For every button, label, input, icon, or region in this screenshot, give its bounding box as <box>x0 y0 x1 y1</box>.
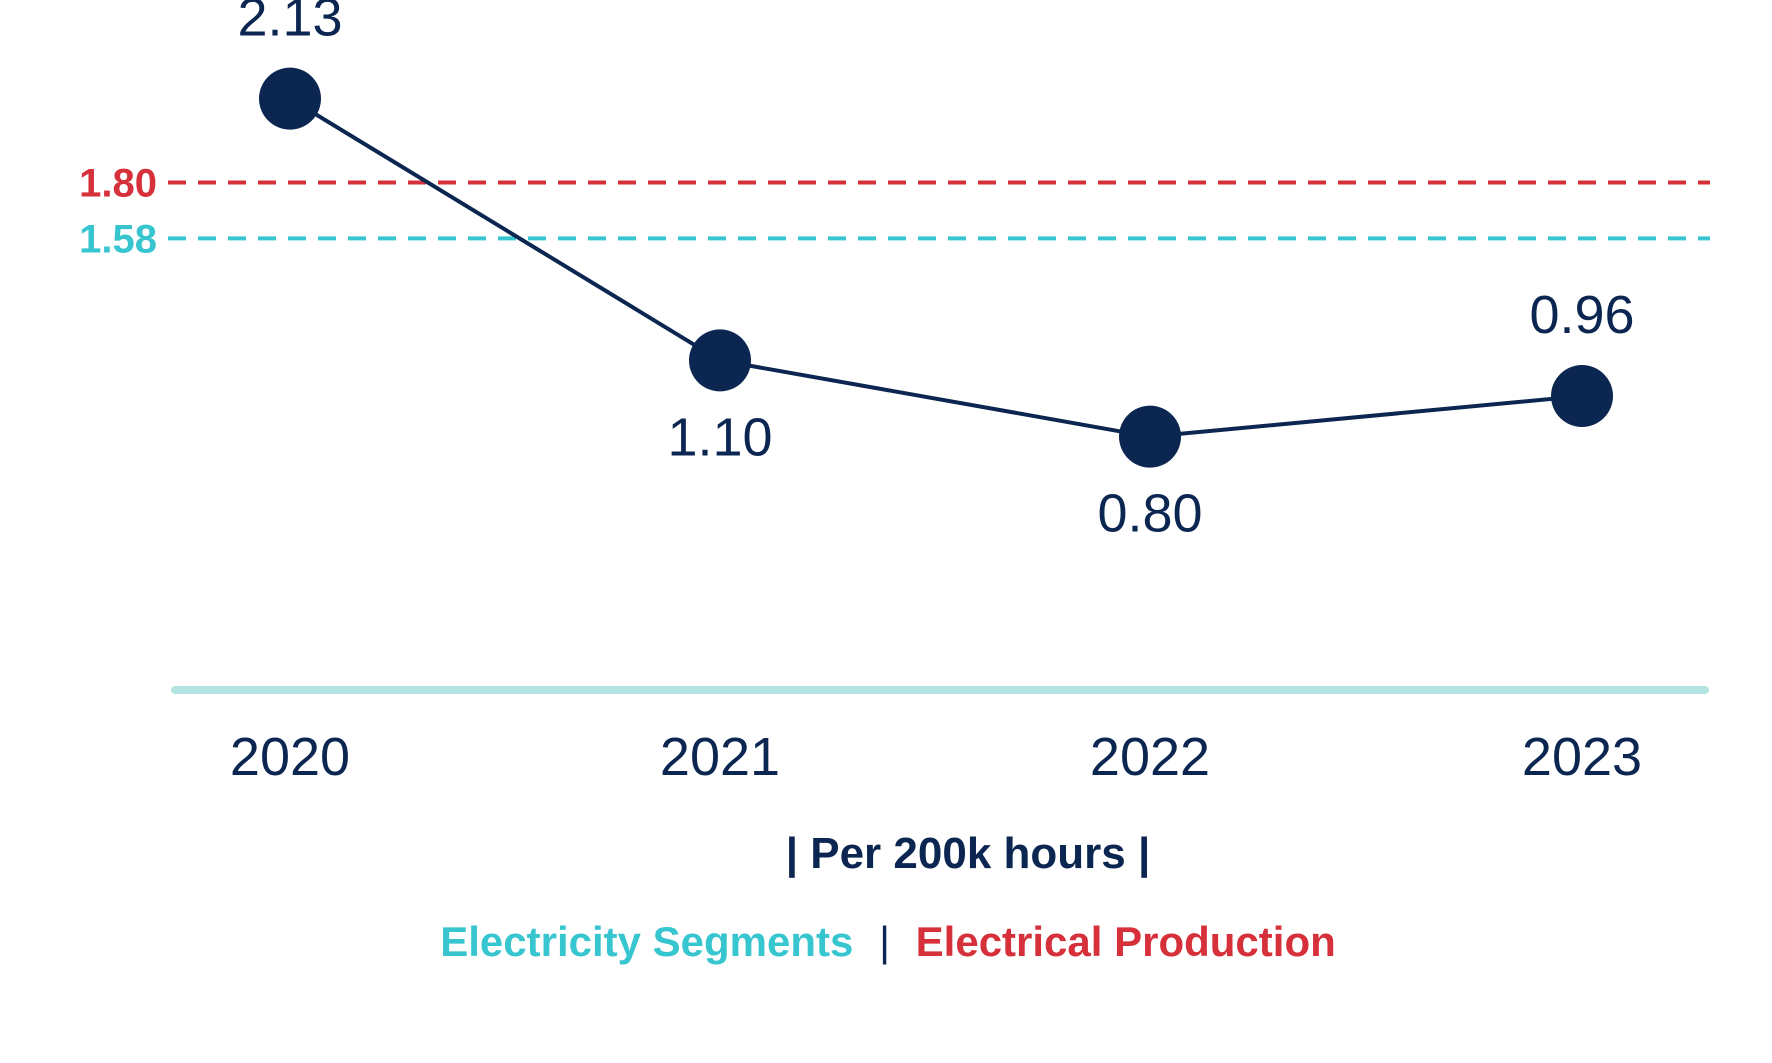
series-markers <box>259 67 1613 468</box>
data-point-2021 <box>689 329 751 392</box>
data-point-2020 <box>259 67 321 130</box>
legend-separator: | <box>879 918 890 965</box>
x-tick-label-2023: 2023 <box>1522 727 1642 787</box>
data-label-2023: 0.96 <box>1529 285 1634 345</box>
x-axis-tick-labels: 2020 2021 2022 2023 <box>230 727 1642 787</box>
data-point-2022 <box>1119 405 1181 468</box>
reference-lines <box>168 180 1710 241</box>
data-label-2020: 2.13 <box>237 0 342 48</box>
x-tick-label-2022: 2022 <box>1090 727 1210 787</box>
data-point-2023 <box>1551 365 1613 427</box>
legend-item-electricity-segments: Electricity Segments <box>440 918 853 965</box>
data-label-2021: 1.10 <box>667 407 772 467</box>
reference-line-label-1: 1.58 <box>79 217 157 261</box>
reference-line-label-0: 1.80 <box>79 162 157 206</box>
data-label-2022: 0.80 <box>1097 484 1202 544</box>
x-tick-label-2020: 2020 <box>230 727 350 787</box>
reference-line-labels: 1.80 1.58 <box>79 162 157 262</box>
x-tick-label-2021: 2021 <box>660 727 780 787</box>
data-labels: 2.13 1.10 0.80 0.96 <box>237 0 1634 544</box>
legend-item-electrical-production: Electrical Production <box>916 918 1336 965</box>
unit-label: | Per 200k hours | <box>786 829 1151 879</box>
legend: Electricity Segments | Electrical Produc… <box>440 918 1336 965</box>
series-line <box>288 96 1583 439</box>
